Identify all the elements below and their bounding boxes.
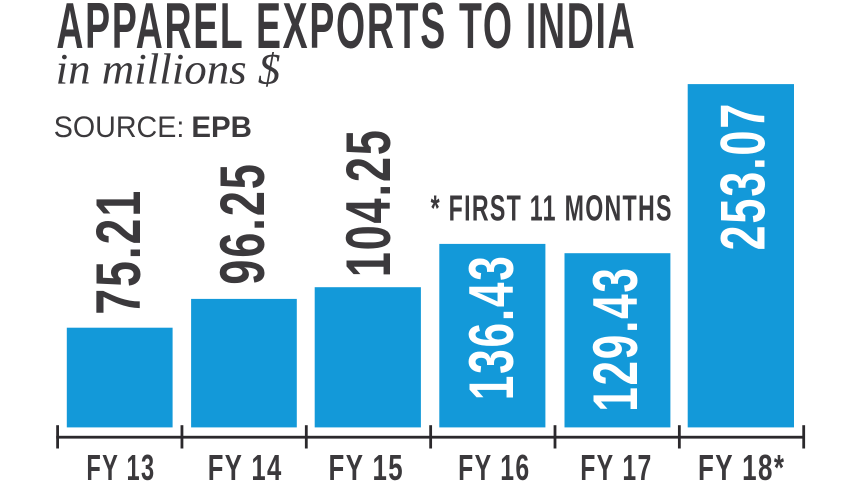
svg-text:FY 16: FY 16: [458, 447, 530, 482]
svg-text:FY 18*: FY 18*: [698, 447, 786, 482]
svg-text:FY 17: FY 17: [580, 447, 652, 482]
svg-text:253.07: 253.07: [708, 102, 778, 251]
svg-text:FY 15: FY 15: [329, 447, 405, 482]
svg-text:EPB: EPB: [191, 111, 252, 144]
svg-text:136.43: 136.43: [457, 254, 527, 400]
svg-text:* FIRST 11 MONTHS: * FIRST 11 MONTHS: [431, 188, 673, 229]
svg-text:FY 13: FY 13: [86, 447, 155, 482]
svg-text:in millions $: in millions $: [56, 47, 281, 94]
svg-text:96.25: 96.25: [208, 162, 278, 284]
svg-text:104.25: 104.25: [334, 128, 404, 277]
svg-text:75.21: 75.21: [84, 189, 154, 315]
svg-text:APPAREL EXPORTS TO INDIA: APPAREL EXPORTS TO INDIA: [56, 0, 636, 62]
svg-text:129.43: 129.43: [581, 266, 651, 412]
svg-text:FY 14: FY 14: [208, 447, 283, 482]
svg-text:SOURCE:: SOURCE:: [54, 111, 185, 144]
